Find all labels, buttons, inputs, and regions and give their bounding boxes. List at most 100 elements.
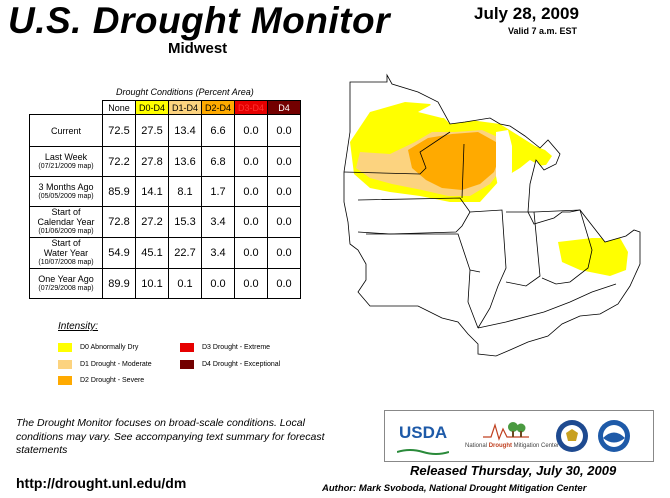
- ohio-border: [533, 209, 593, 285]
- table-cell: 0.0: [267, 268, 301, 299]
- drought-conditions-table: None D0-D4 D1-D4 D2-D4 D3-D4 D4 Current 7…: [29, 100, 301, 299]
- row-label-subtext: (07/29/2008 map): [38, 284, 94, 292]
- table-cell: 89.9: [102, 268, 136, 299]
- table-cell: 27.2: [135, 206, 169, 238]
- row-label-text: 3 Months Ago: [38, 181, 94, 192]
- indiana-border: [505, 211, 541, 287]
- row-label-subtext: (07/21/2009 map): [38, 162, 94, 170]
- region-title: Midwest: [168, 40, 228, 57]
- missouri-illinois-border: [469, 269, 481, 273]
- column-header-d0-d4: D0-D4: [135, 100, 169, 115]
- minnesota-wisconsin-border: [343, 131, 451, 175]
- table-cell: 0.0: [267, 146, 301, 177]
- legend-label-d2: D2 Drought - Severe: [80, 377, 145, 384]
- logo-panel: USDA National Drought Mitigation Center: [384, 410, 654, 462]
- table-cell: 0.0: [267, 206, 301, 238]
- table-cell: 45.1: [135, 237, 169, 269]
- table-cell: 0.0: [234, 176, 268, 207]
- row-label-text: Start of Calendar Year: [37, 207, 95, 227]
- row-label-text: One Year Ago: [38, 273, 94, 284]
- valid-time: Valid 7 a.m. EST: [508, 26, 578, 36]
- table-cell: 22.7: [168, 237, 202, 269]
- row-label-text: Current: [50, 125, 81, 136]
- table-cell: 8.1: [168, 176, 202, 207]
- row-label: One Year Ago (07/29/2008 map): [29, 268, 103, 299]
- author: Author: Mark Svoboda, National Drought M…: [322, 483, 587, 494]
- legend-title: Intensity:: [58, 321, 99, 332]
- website-url[interactable]: http://drought.unl.edu/dm: [16, 475, 187, 491]
- commerce-seal-icon: [555, 419, 589, 458]
- table-row: One Year Ago (07/29/2008 map) 89.9 10.1 0.1 0…: [29, 268, 301, 299]
- lake-huron: [538, 164, 558, 194]
- table-cell: 27.5: [135, 114, 169, 147]
- table-cell: 0.0: [234, 206, 268, 238]
- ndmc-prefix: National: [465, 443, 489, 449]
- row-label-subtext: (05/05/2009 map): [38, 192, 94, 200]
- table-corner: [30, 101, 103, 115]
- table-cell: 3.4: [201, 206, 235, 238]
- drought-areas: [344, 75, 640, 356]
- row-label: Start of Water Year (10/07/2008 map): [29, 237, 103, 269]
- column-header-d3-d4: D3-D4: [234, 100, 268, 115]
- table-cell: 6.6: [201, 114, 235, 147]
- legend-swatch-d4: [180, 360, 194, 369]
- noaa-logo-icon: [597, 419, 631, 458]
- legend-item-d0: D0 Abnormally Dry: [58, 343, 138, 352]
- table-caption: Drought Conditions (Percent Area): [116, 87, 254, 97]
- table-cell: 0.1: [168, 268, 202, 299]
- table-cell: 85.9: [102, 176, 136, 207]
- table-row: 3 Months Ago (05/05/2009 map) 85.9 14.1 8.1 1…: [29, 176, 301, 207]
- row-label-subtext: (10/07/2008 map): [38, 259, 94, 266]
- legend-item-d3: D3 Drought - Extreme: [180, 343, 270, 352]
- table-cell: 6.8: [201, 146, 235, 177]
- legend-swatch-d2: [58, 376, 72, 385]
- main-title: U.S. Drought Monitor: [8, 0, 390, 41]
- table-row: Start of Calendar Year (01/06/2009 map) 72…: [29, 206, 301, 238]
- row-label: Last Week (07/21/2009 map): [29, 146, 103, 177]
- table-row: Last Week (07/21/2009 map) 72.2 27.8 13.6 6.8…: [29, 146, 301, 177]
- legend-item-d1: D1 Drought - Moderate: [58, 360, 152, 369]
- table-cell: 14.1: [135, 176, 169, 207]
- table-row: Current 72.5 27.5 13.4 6.6 0.0 0.0: [29, 114, 301, 147]
- column-header-d2-d4: D2-D4: [201, 100, 235, 115]
- table-cell: 3.4: [201, 237, 235, 269]
- legend-item-d4: D4 Drought - Exceptional: [180, 360, 280, 369]
- column-header-d1-d4: D1-D4: [168, 100, 202, 115]
- kentucky-border: [477, 283, 617, 329]
- table-cell: 72.2: [102, 146, 136, 177]
- table-cell: 15.3: [168, 206, 202, 238]
- legend-label-d0: D0 Abnormally Dry: [80, 344, 139, 351]
- table-cell: 0.0: [267, 114, 301, 147]
- row-label: 3 Months Ago (05/05/2009 map): [29, 176, 103, 207]
- row-label-text: Last Week: [44, 151, 88, 162]
- legend-swatch-d1: [58, 360, 72, 369]
- table-cell: 1.7: [201, 176, 235, 207]
- wisconsin-border: [461, 143, 465, 199]
- column-header-d4: D4: [267, 100, 301, 115]
- table-cell: 0.0: [234, 146, 268, 177]
- lake-michigan: [496, 130, 512, 198]
- legend-label-d1: D1 Drought - Moderate: [80, 361, 152, 368]
- table-cell: 0.0: [234, 268, 268, 299]
- legend-item-d2: D2 Drought - Severe: [58, 376, 144, 385]
- ndmc-logo-text: National Drought Mitigation Center: [465, 443, 559, 449]
- region-outline: [343, 73, 641, 357]
- table-cell: 0.0: [267, 176, 301, 207]
- ndmc-suffix: Mitigation Center: [512, 443, 560, 449]
- table-row: Start of Water Year (10/07/2008 map) 54.9 4…: [29, 237, 301, 269]
- column-header-none: None: [102, 100, 136, 115]
- row-label-text: Start of Water Year: [43, 238, 89, 258]
- table-cell: 13.4: [168, 114, 202, 147]
- table-cell: 0.0: [201, 268, 235, 299]
- legend-label-d3: D3 Drought - Extreme: [202, 344, 271, 351]
- table-cell: 54.9: [102, 237, 136, 269]
- table-cell: 13.6: [168, 146, 202, 177]
- row-label-subtext: (01/06/2009 map): [38, 228, 94, 235]
- table-cell: 0.0: [234, 114, 268, 147]
- footnote: The Drought Monitor focuses on broad-sca…: [16, 417, 325, 456]
- d2-area: [408, 132, 500, 190]
- ndmc-tree-icon: [483, 419, 529, 446]
- state-boundaries: [343, 73, 641, 357]
- map-date: July 28, 2009: [474, 4, 579, 23]
- table-cell: 0.0: [267, 237, 301, 269]
